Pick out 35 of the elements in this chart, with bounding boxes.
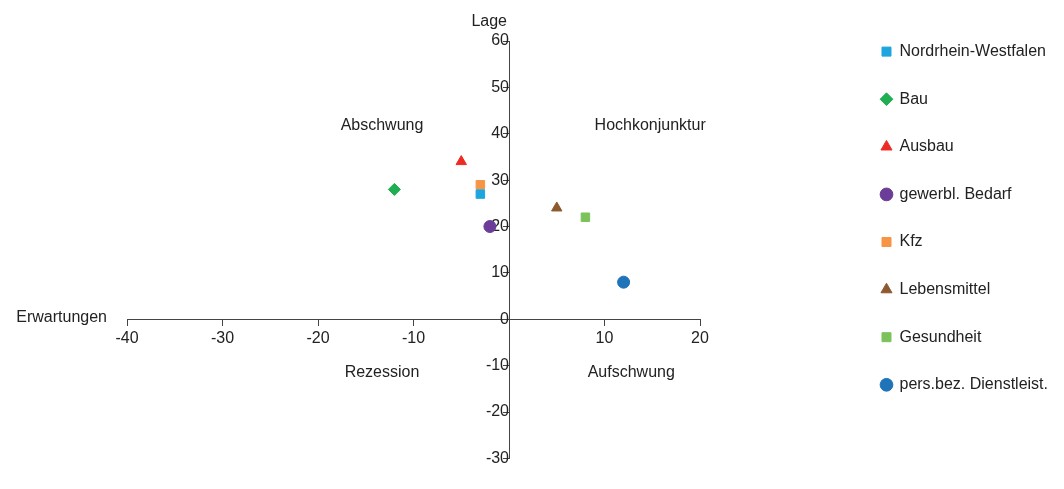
y-tick-label: 30	[491, 170, 510, 188]
point	[551, 201, 563, 212]
x-tick-label: -10	[401, 329, 426, 347]
point	[617, 275, 631, 289]
y-tick-label: -10	[485, 356, 510, 374]
legend-label: Kfz	[899, 232, 923, 250]
x-tick-label: -30	[210, 329, 235, 347]
y-tick-label: -30	[485, 448, 510, 466]
point	[475, 180, 486, 190]
y-tick-label: 60	[491, 31, 510, 49]
x-axis-title: Erwartungen	[16, 307, 107, 325]
annotation: Aufschwung	[587, 363, 675, 381]
y-tick-label: 40	[491, 124, 510, 142]
y-tick-label: 10	[491, 263, 510, 281]
legend-label: Ausbau	[899, 137, 954, 155]
x-tick-label: -40	[115, 329, 139, 347]
legend-label: Bau	[899, 89, 928, 107]
point	[475, 189, 486, 199]
annotation: Rezession	[344, 363, 420, 381]
y-axis-title: Lage	[471, 12, 508, 29]
legend-label: gewerbl. Bedarf	[899, 184, 1013, 202]
legend-label: Gesundheit	[899, 327, 982, 345]
legend-label: Nordrhein-Westfalen	[899, 42, 1046, 60]
annotation: Hochkonjunktur	[594, 116, 707, 134]
point	[455, 155, 467, 166]
point	[580, 212, 591, 222]
x-tick-label: 20	[691, 329, 709, 347]
y-tick-label: -20	[485, 402, 510, 420]
legend-label: pers.bez. Dienstleist.	[899, 375, 1049, 393]
point	[387, 182, 401, 196]
x-tick-label: 10	[595, 329, 614, 347]
annotation: Abschwung	[340, 116, 424, 134]
y-tick-label: 50	[491, 77, 510, 95]
legend-label: Lebensmittel	[899, 280, 991, 298]
x-tick-label: -20	[306, 329, 330, 347]
